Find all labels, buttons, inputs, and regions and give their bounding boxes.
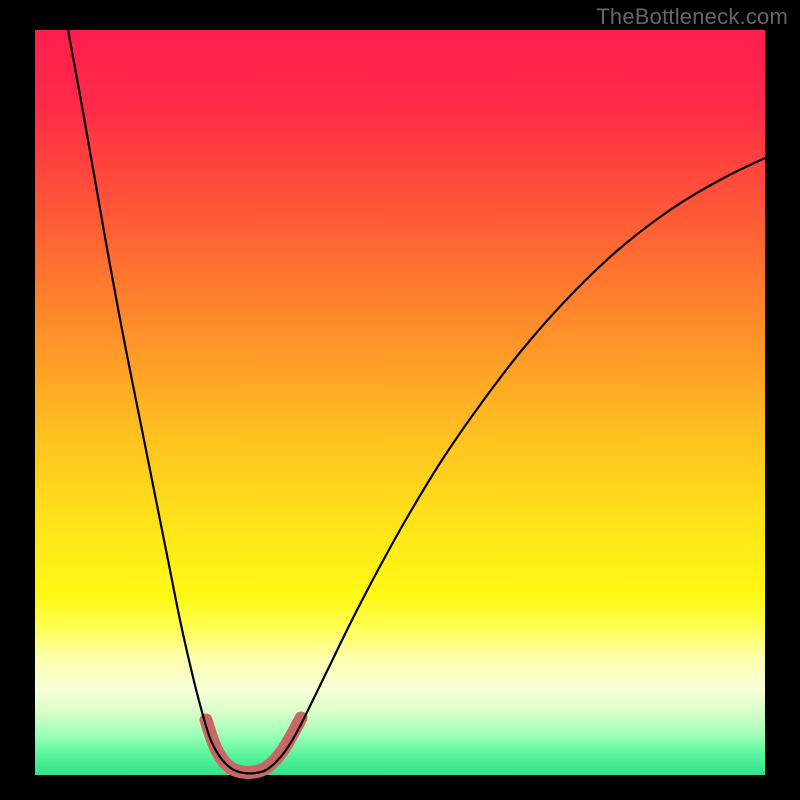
chart-svg — [0, 0, 800, 800]
plot-area — [35, 30, 765, 775]
chart-container: TheBottleneck.com — [0, 0, 800, 800]
watermark-text: TheBottleneck.com — [596, 4, 788, 30]
